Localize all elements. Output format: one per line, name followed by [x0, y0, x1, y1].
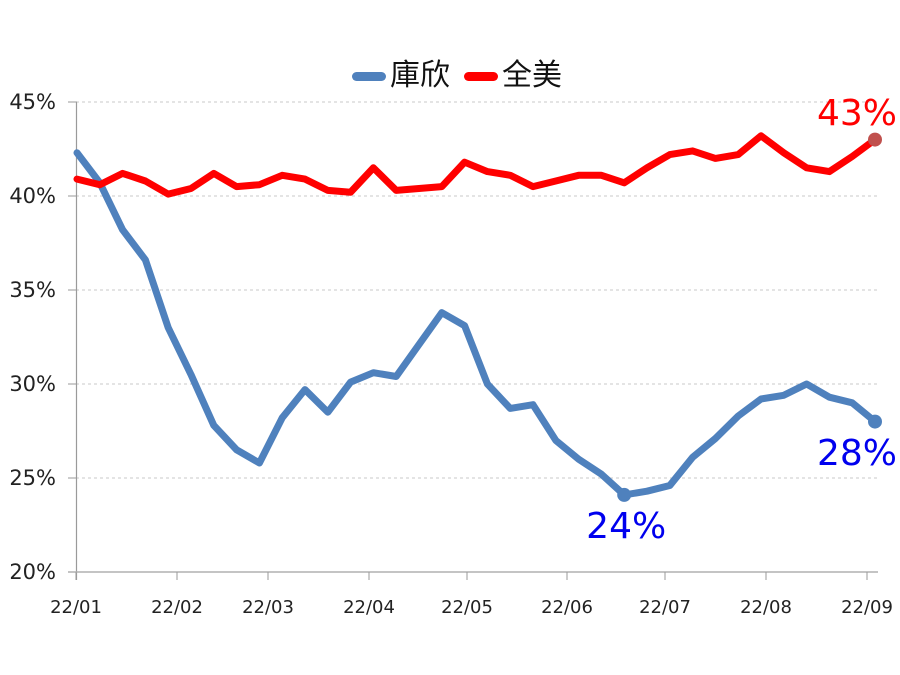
x-tick-label: 22/06 — [541, 597, 593, 618]
annotation-label: 28% — [816, 432, 898, 474]
series-lines — [73, 132, 879, 499]
x-tick-label: 22/08 — [740, 597, 792, 618]
legend: 庫欣 全美 — [352, 56, 562, 96]
series-markers — [617, 132, 882, 502]
annotation-label: 24% — [586, 505, 667, 547]
highlight-marker — [868, 132, 882, 147]
x-tick-label: 22/02 — [151, 597, 203, 618]
x-tick-label: 22/03 — [242, 597, 294, 618]
legend-swatch-blue-icon — [352, 71, 386, 81]
y-tick-label: 25% — [9, 466, 56, 490]
series-line-us-total — [73, 132, 879, 198]
x-tick-label: 22/01 — [50, 597, 102, 618]
legend-label: 全美 — [502, 58, 562, 93]
legend-item-us-total: 全美 — [464, 56, 562, 96]
legend-label: 庫欣 — [390, 58, 450, 93]
y-tick-label: 30% — [9, 372, 56, 396]
gridlines — [76, 101, 878, 479]
x-tick-label: 22/05 — [441, 597, 493, 618]
legend-swatch-red-icon — [464, 71, 498, 81]
y-tick-label: 45% — [9, 90, 56, 114]
legend-item-cushing: 庫欣 — [352, 56, 450, 96]
y-tick-label: 20% — [9, 560, 56, 584]
annotation-label: 43% — [816, 92, 898, 134]
highlight-marker — [617, 487, 632, 502]
x-tick-label: 22/09 — [841, 597, 893, 618]
x-tick-label: 22/07 — [639, 597, 691, 618]
y-tick-label: 40% — [9, 184, 56, 208]
series-line-cushing — [73, 149, 879, 499]
x-tick-label: 22/04 — [343, 597, 395, 618]
highlight-marker — [868, 414, 882, 429]
y-tick-label: 35% — [9, 278, 56, 302]
